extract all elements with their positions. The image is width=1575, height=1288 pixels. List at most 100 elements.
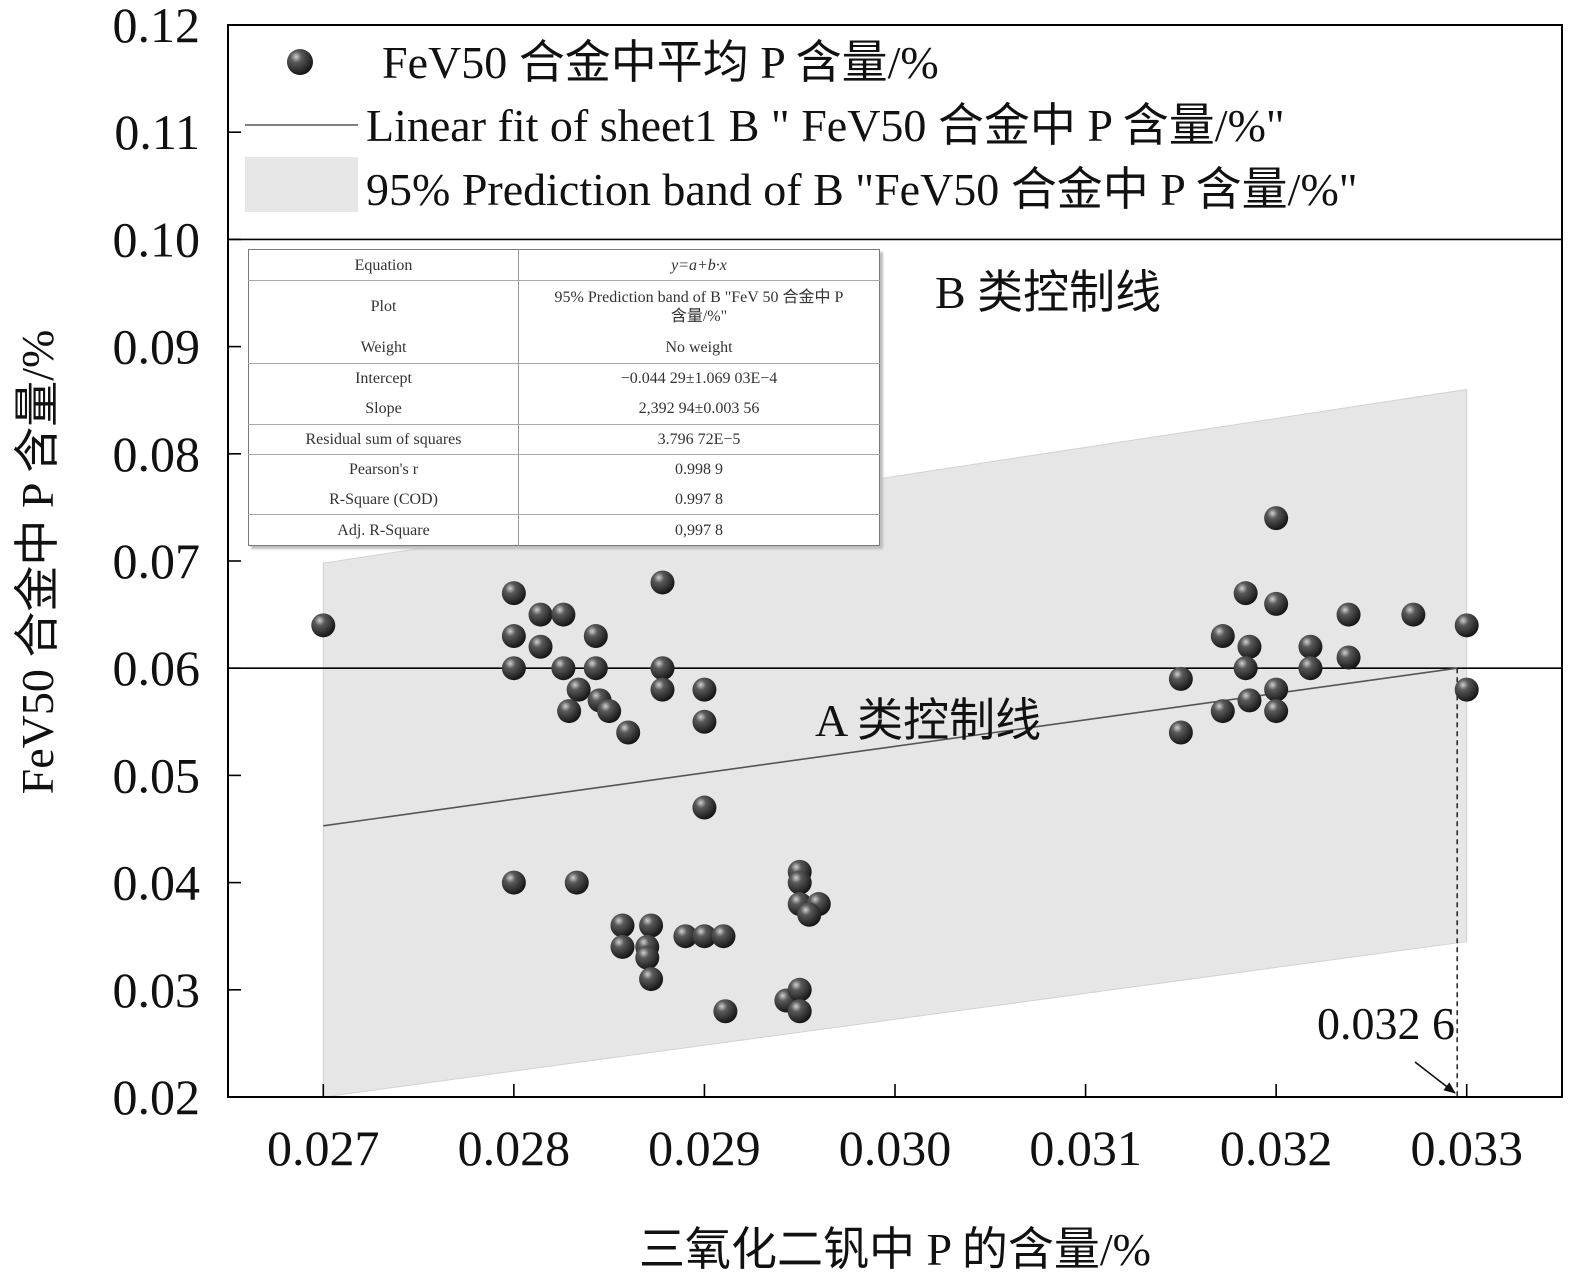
data-point bbox=[551, 602, 576, 627]
table-row: Weight No weight bbox=[248, 332, 880, 364]
row-label: R-Square (COD) bbox=[248, 484, 519, 515]
data-point bbox=[1233, 581, 1258, 606]
row-label: Intercept bbox=[248, 363, 519, 394]
row-value: 2,392 94±0.003 56 bbox=[518, 393, 880, 425]
data-point bbox=[583, 656, 608, 681]
control-lines-layer bbox=[228, 238, 1562, 670]
y-tick-label: 0.10 bbox=[113, 211, 201, 267]
data-point bbox=[1210, 624, 1235, 649]
data-point bbox=[1454, 613, 1479, 638]
y-tick-label: 0.08 bbox=[113, 426, 201, 482]
control-line-a-label: A 类控制线 bbox=[815, 695, 1041, 746]
data-point bbox=[528, 634, 553, 659]
data-point bbox=[557, 699, 582, 724]
row-value: 0,997 8 bbox=[675, 521, 723, 539]
table-row: Equation y=a+b·x bbox=[248, 249, 880, 281]
data-point bbox=[1401, 602, 1426, 627]
legend-label-fit-line: Linear fit of sheet1 B " FeV50 合金中 P 含量/… bbox=[366, 100, 1285, 151]
data-point bbox=[311, 613, 336, 638]
row-label: Residual sum of squares bbox=[248, 424, 519, 455]
row-value: −0.044 29±1.069 03E−4 bbox=[620, 370, 778, 388]
data-point bbox=[787, 999, 812, 1024]
data-point bbox=[528, 602, 553, 627]
y-tick-label: 0.04 bbox=[113, 855, 201, 911]
prediction-band bbox=[322, 388, 1468, 1098]
table-row: Pearson's r 0.998 9 bbox=[248, 454, 880, 485]
x-tick-label: 0.028 bbox=[458, 1120, 571, 1176]
data-point bbox=[501, 870, 526, 895]
row-value: 95% Prediction band of B "FeV 50 合金中 P 含… bbox=[519, 281, 880, 333]
table-row: Adj. R-Square 0,997 8 bbox=[248, 514, 880, 546]
plot-name-text: 95% Prediction band of B "FeV 50 合金中 P 含… bbox=[554, 288, 844, 325]
data-point bbox=[692, 709, 717, 734]
data-point bbox=[597, 699, 622, 724]
data-point bbox=[616, 720, 641, 745]
data-point bbox=[787, 977, 812, 1002]
table-row: R-Square (COD) 0.997 8 bbox=[248, 484, 880, 515]
data-point bbox=[692, 677, 717, 702]
row-label: Adj. R-Square bbox=[248, 514, 519, 546]
data-point bbox=[635, 945, 660, 970]
control-line-b-label: B 类控制线 bbox=[935, 267, 1161, 318]
y-tick-label: 0.11 bbox=[114, 104, 200, 160]
data-point bbox=[1336, 602, 1361, 627]
axis-ticks-layer: 0.02 0.03 0.04 0.05 0.06 0.07 0.08 0.09 0.10 0.11… bbox=[113, 0, 1523, 1176]
y-tick-label: 0.02 bbox=[113, 1069, 201, 1125]
y-tick-label: 0.07 bbox=[113, 533, 201, 589]
data-point bbox=[1168, 666, 1193, 691]
legend-label-band: 95% Prediction band of B "FeV50 合金中 P 含量… bbox=[366, 164, 1358, 215]
x-tick-label: 0.032 bbox=[1220, 1120, 1333, 1176]
x-tick-label: 0.031 bbox=[1029, 1120, 1142, 1176]
row-label: Slope bbox=[248, 393, 519, 425]
data-point bbox=[564, 870, 589, 895]
fit-statistics-table: Equation y=a+b·x Plot 95% Prediction ban… bbox=[248, 249, 880, 546]
data-point bbox=[501, 624, 526, 649]
legend-box bbox=[228, 25, 1562, 240]
x-axis-title: 三氧化二钒中 P 的含量/% bbox=[639, 1224, 1151, 1275]
data-point bbox=[1237, 688, 1262, 713]
row-label: Plot bbox=[248, 280, 519, 333]
table-row: Intercept −0.044 29±1.069 03E−4 bbox=[248, 363, 880, 394]
data-point bbox=[650, 656, 675, 681]
x-tick-label: 0.030 bbox=[839, 1120, 952, 1176]
data-point bbox=[1264, 506, 1289, 531]
data-point bbox=[1298, 656, 1323, 681]
data-point bbox=[566, 677, 591, 702]
y-axis-title: FeV50 合金中 P 含量/% bbox=[12, 330, 63, 795]
y-tick-label: 0.06 bbox=[113, 640, 201, 696]
data-point bbox=[501, 581, 526, 606]
row-label: Equation bbox=[248, 249, 519, 281]
data-point bbox=[692, 795, 717, 820]
legend-label-points: FeV50 合金中平均 P 含量/% bbox=[382, 37, 939, 88]
data-point bbox=[551, 656, 576, 681]
data-point bbox=[1264, 591, 1289, 616]
data-point bbox=[639, 913, 664, 938]
x-tick-label: 0.029 bbox=[648, 1120, 761, 1176]
annotation-arrow bbox=[1414, 1061, 1456, 1094]
data-point bbox=[1454, 677, 1479, 702]
legend-marker-band bbox=[245, 157, 358, 212]
x-tick-label: 0.033 bbox=[1410, 1120, 1523, 1176]
row-value: 0.997 8 bbox=[518, 484, 880, 515]
data-point bbox=[1233, 656, 1258, 681]
data-point bbox=[1264, 677, 1289, 702]
data-point bbox=[639, 967, 664, 992]
data-point bbox=[1298, 634, 1323, 659]
table-row: Plot 95% Prediction band of B "FeV 50 合金… bbox=[248, 280, 880, 333]
row-label: Weight bbox=[248, 332, 519, 364]
data-point bbox=[583, 624, 608, 649]
data-point bbox=[711, 924, 736, 949]
data-point bbox=[1237, 634, 1262, 659]
equation-text: y=a+b·x bbox=[671, 256, 727, 274]
legend-marker-points bbox=[287, 49, 313, 75]
row-value: y=a+b·x bbox=[518, 249, 880, 281]
y-tick-label: 0.05 bbox=[113, 747, 201, 803]
data-point bbox=[610, 934, 635, 959]
data-point bbox=[713, 999, 738, 1024]
data-points-layer bbox=[311, 506, 1479, 1024]
row-value: 0.998 9 bbox=[675, 461, 723, 479]
data-point bbox=[501, 656, 526, 681]
y-tick-label: 0.12 bbox=[113, 0, 201, 53]
legend: FeV50 合金中平均 P 含量/% Linear fit of sheet1 … bbox=[245, 37, 1358, 215]
